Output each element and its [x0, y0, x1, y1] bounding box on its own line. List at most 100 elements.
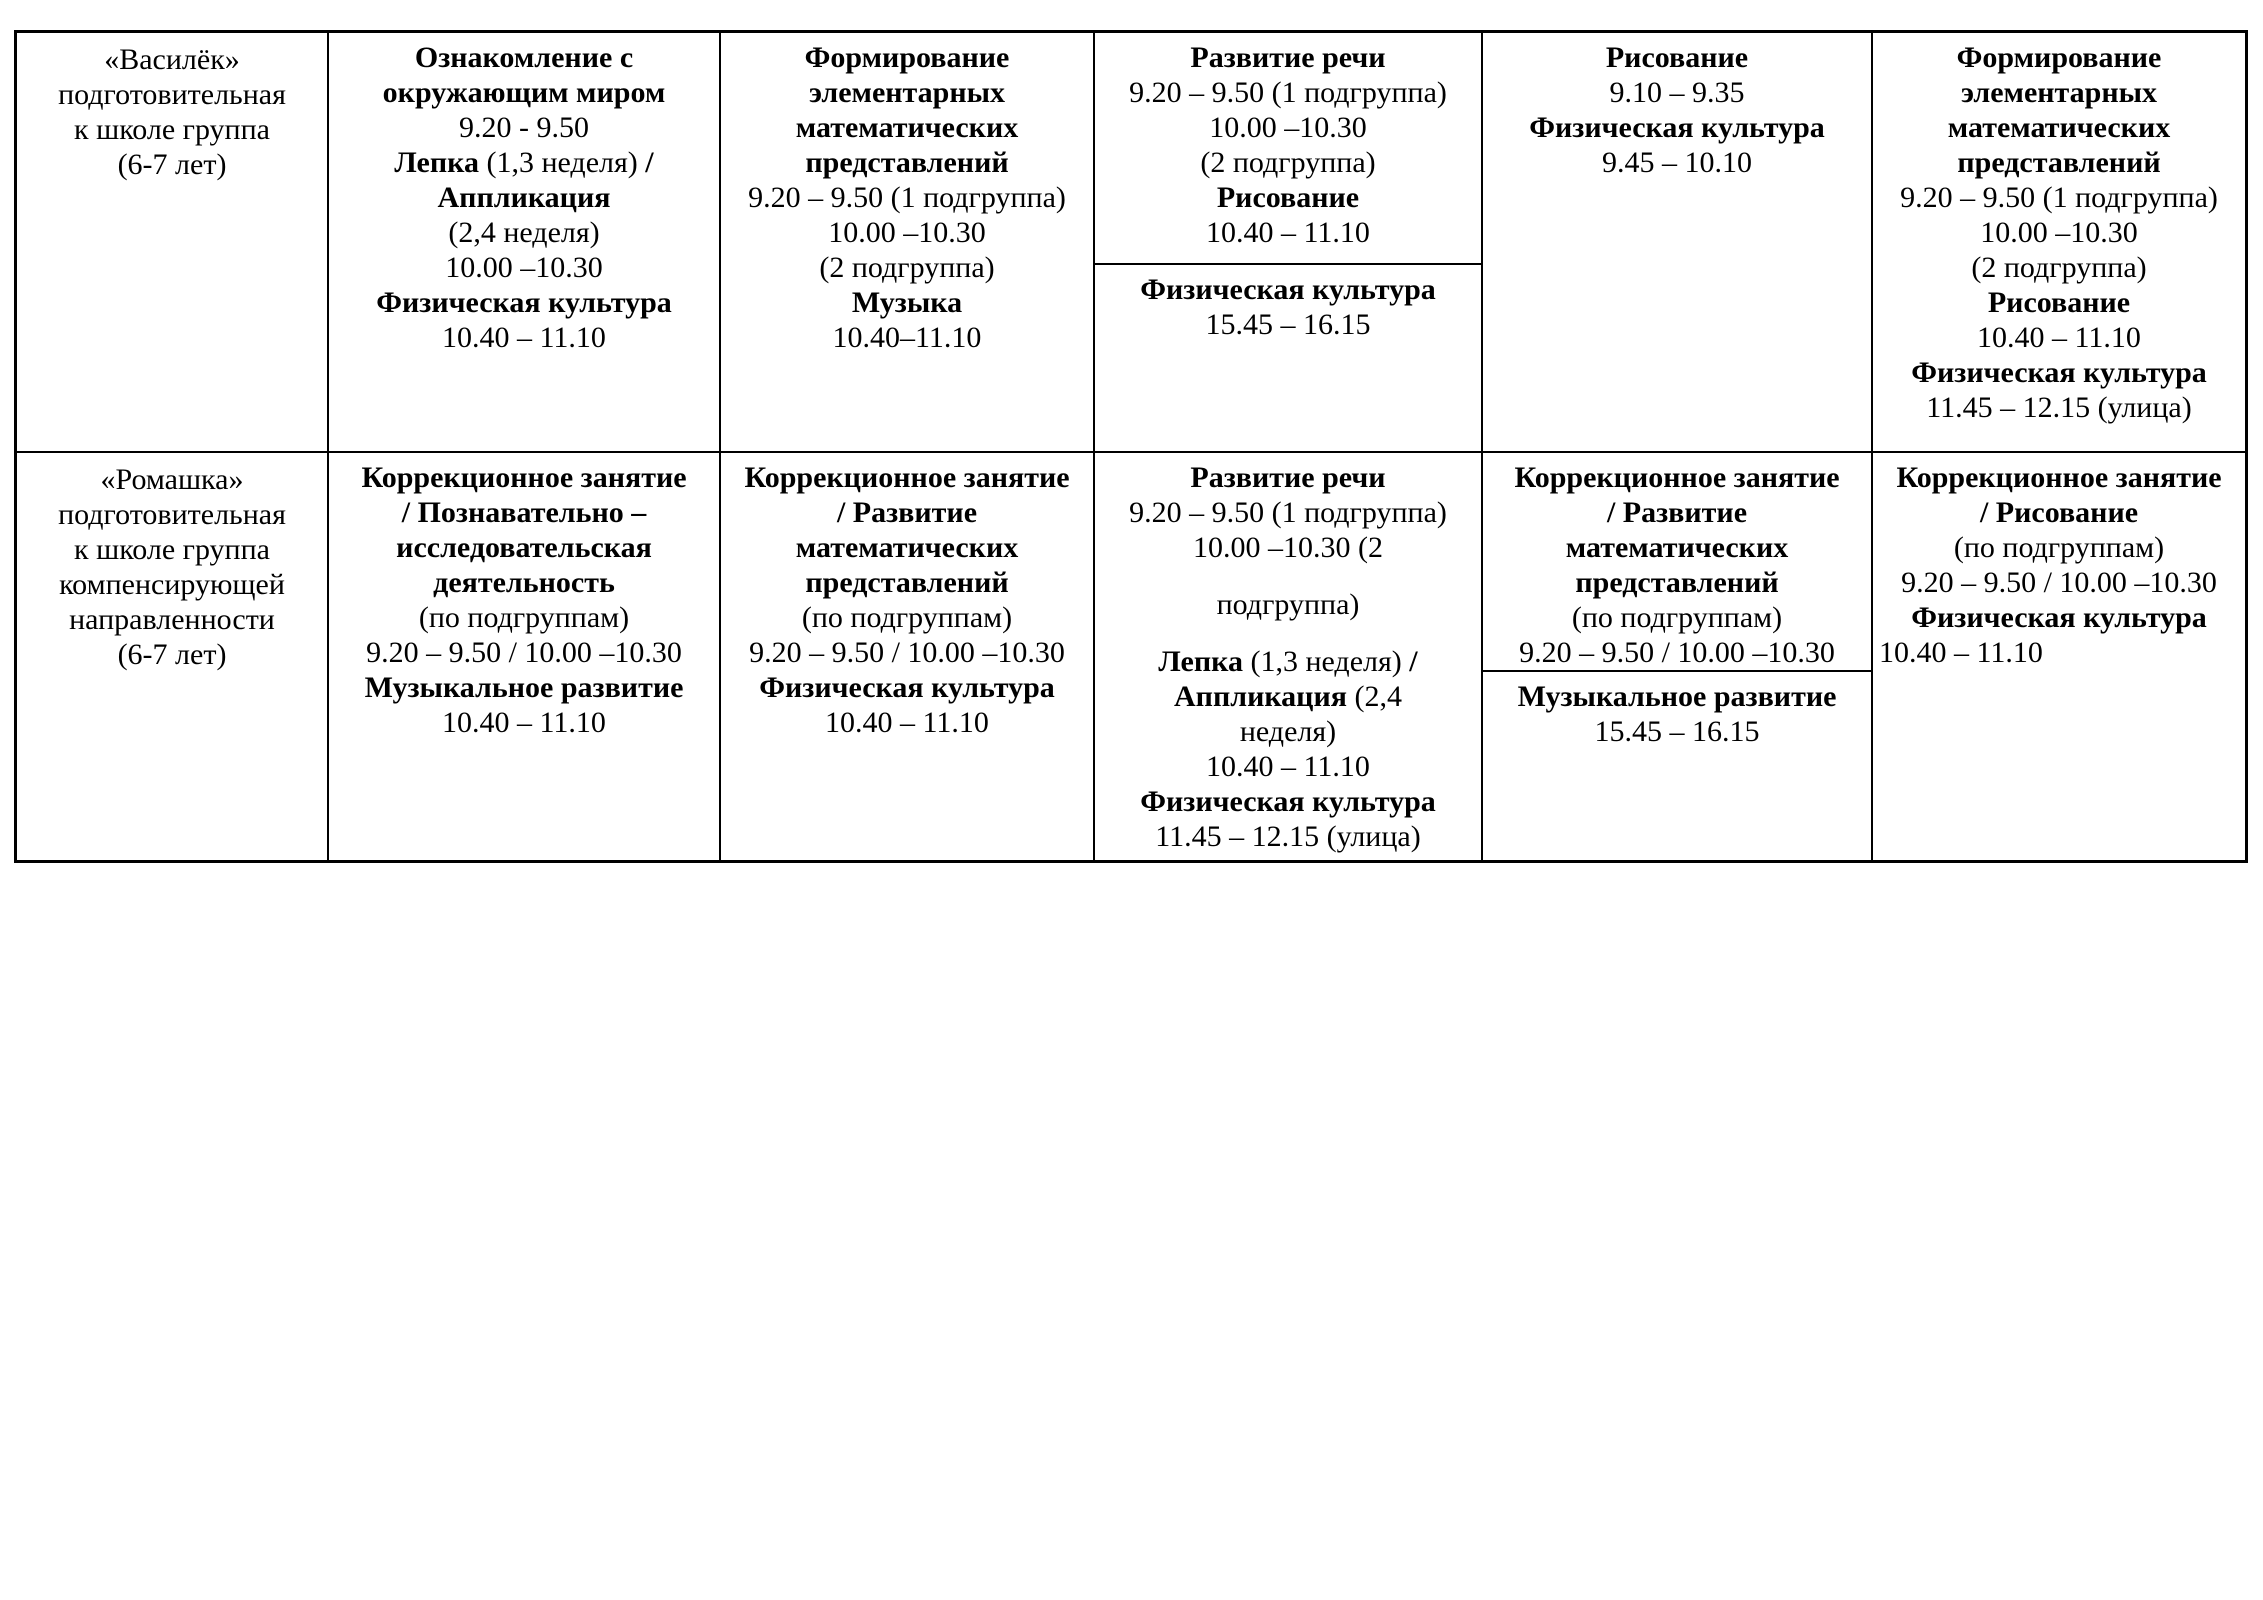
lesson-detail: (2 подгруппа) [1200, 146, 1376, 179]
lesson-name: Лепка [1158, 645, 1243, 678]
schedule-line: 10.00 –10.30 [1879, 215, 2239, 250]
schedule-line: окружающим миром [335, 75, 713, 110]
lesson-name: Аппликация [437, 181, 611, 214]
schedule-line: Физическая культура [1879, 600, 2239, 635]
schedule-line: 10.40 – 11.10 [727, 705, 1087, 740]
schedule-cell: Формирование элементарных математических пр… [1873, 33, 2245, 453]
schedule-line: Формирование [1879, 40, 2239, 75]
lesson-name: / Развитие [836, 496, 978, 529]
schedule-section: «Василёк» подготовительная к школе группа(… [17, 33, 327, 451]
lesson-name: Физическая культура [759, 671, 1055, 704]
group-name-cell: «Ромашка» подготовительная к школе группа к… [17, 453, 329, 860]
schedule-line: 15.45 – 16.15 [1489, 714, 1865, 749]
schedule-line: / Развитие [727, 495, 1087, 530]
lesson-detail: 10.40–11.10 [832, 321, 982, 354]
lesson-detail: 11.45 – 12.15 (улица) [1155, 820, 1421, 853]
lesson-detail: 10.40 – 11.10 [442, 321, 606, 354]
schedule-line: математических [1489, 530, 1865, 565]
schedule-line: Физическая культура [727, 670, 1087, 705]
schedule-line: 9.20 – 9.50 (1 подгруппа) [1101, 495, 1475, 530]
lesson-detail: неделя) [1239, 715, 1337, 748]
schedule-line: 9.20 – 9.50 (1 подгруппа) [1101, 75, 1475, 110]
schedule-line: 10.40–11.10 [727, 320, 1087, 355]
lesson-detail: (2 подгруппа) [1971, 251, 2147, 284]
lesson-name: элементарных [1960, 76, 2158, 109]
lesson-name: Аппликация [1174, 680, 1347, 713]
schedule-cell: Коррекционное занятие / Развитие математич… [721, 453, 1095, 860]
schedule-line: Формирование [727, 40, 1087, 75]
lesson-name: представлений [1957, 146, 2161, 179]
schedule-line: Коррекционное занятие [335, 460, 713, 495]
lesson-detail: 9.20 – 9.50 (1 подгруппа) [1129, 76, 1447, 109]
schedule-line: элементарных [1879, 75, 2239, 110]
lesson-detail: (по подгруппам) [1953, 531, 2165, 564]
lesson-detail: (по подгруппам) [1571, 601, 1783, 634]
schedule-line: математических [1879, 110, 2239, 145]
schedule-line: 11.45 – 12.15 (улица) [1879, 390, 2239, 425]
group-name-line: к школе группа [23, 112, 321, 147]
schedule-line: 9.20 – 9.50 (1 подгруппа) [1879, 180, 2239, 215]
group-name-cell: «Василёк» подготовительная к школе группа(… [17, 33, 329, 453]
schedule-section: Музыкальное развитие 15.45 – 16.15 [1483, 670, 1871, 860]
schedule-section: Коррекционное занятие / Развитие математич… [721, 453, 1093, 860]
schedule-line: 11.45 – 12.15 (улица) [1101, 819, 1475, 854]
schedule-line: представлений [727, 565, 1087, 600]
lesson-name: / [1409, 645, 1418, 678]
group-name-line: компенсирующей [23, 567, 321, 602]
schedule-line: 9.20 – 9.50 / 10.00 –10.30 [727, 635, 1087, 670]
lesson-name: Формирование [1956, 41, 2162, 74]
schedule-section: Коррекционное занятие / Познавательно – ис… [329, 453, 719, 860]
group-name-line: (6-7 лет) [23, 637, 321, 672]
schedule-line: Физическая культура [1101, 784, 1475, 819]
schedule-line: Коррекционное занятие [727, 460, 1087, 495]
lesson-detail: 10.00 –10.30 [1980, 216, 2138, 249]
schedule-line: Физическая культура [1879, 355, 2239, 390]
schedule-line: Музыкальное развитие [335, 670, 713, 705]
lesson-detail: (2,4 неделя) [448, 216, 600, 249]
group-name-text: (6-7 лет) [117, 148, 227, 181]
lesson-name: представлений [1575, 566, 1779, 599]
schedule-line: математических [727, 110, 1087, 145]
schedule-line: Музыкальное развитие [1489, 679, 1865, 714]
lesson-detail: 9.20 – 9.50 (1 подгруппа) [748, 181, 1066, 214]
lesson-detail: 10.00 –10.30 [445, 251, 603, 284]
schedule-line: (2 подгруппа) [727, 250, 1087, 285]
lesson-name: Музыка [851, 286, 963, 319]
lesson-detail: (по подгруппам) [418, 601, 630, 634]
schedule-line: 10.00 –10.30 (2 [1101, 530, 1475, 565]
lesson-name: Физическая культура [376, 286, 672, 319]
lesson-detail: 10.40 – 11.10 [825, 706, 989, 739]
group-name-text: подготовительная [58, 78, 286, 111]
lesson-name: Физическая культура [1140, 273, 1436, 306]
lesson-name: Музыкальное развитие [1517, 680, 1837, 713]
schedule-line: 10.40 – 11.10 [335, 705, 713, 740]
schedule-section: Ознакомление с окружающим миром 9.20 - 9.5… [329, 33, 719, 451]
lesson-name: Развитие речи [1190, 41, 1386, 74]
schedule-cell: Коррекционное занятие / Познавательно – ис… [329, 453, 721, 860]
lesson-name: Рисование [1216, 181, 1360, 214]
lesson-detail: 11.45 – 12.15 (улица) [1926, 391, 2192, 424]
lesson-detail: 15.45 – 16.15 [1205, 308, 1371, 341]
schedule-line: представлений [727, 145, 1087, 180]
schedule-line: 9.45 – 10.10 [1489, 145, 1865, 180]
lesson-name: математических [1565, 531, 1789, 564]
schedule-line: 10.40 – 11.10 [1101, 215, 1475, 250]
schedule-line: (2 подгруппа) [1101, 145, 1475, 180]
schedule-line: представлений [1489, 565, 1865, 600]
schedule-line: 9.20 – 9.50 / 10.00 –10.30 [1489, 635, 1865, 670]
group-name-line: подготовительная [23, 497, 321, 532]
schedule-line: Рисование [1101, 180, 1475, 215]
schedule-line: 9.10 – 9.35 [1489, 75, 1865, 110]
lesson-detail: (2 подгруппа) [819, 251, 995, 284]
group-name-text: компенсирующей [59, 568, 285, 601]
schedule-line: 10.40 – 11.10 [1879, 320, 2239, 355]
schedule-line: математических [727, 530, 1087, 565]
schedule-line: исследовательская [335, 530, 713, 565]
lesson-name: / [645, 146, 654, 179]
lesson-detail: подгруппа) [1216, 588, 1360, 621]
lesson-name: Коррекционное занятие [1896, 461, 2222, 494]
schedule-line: (по подгруппам) [727, 600, 1087, 635]
lesson-name: Физическая культура [1529, 111, 1825, 144]
schedule-cell: Коррекционное занятие / Развитие математич… [1483, 453, 1873, 860]
